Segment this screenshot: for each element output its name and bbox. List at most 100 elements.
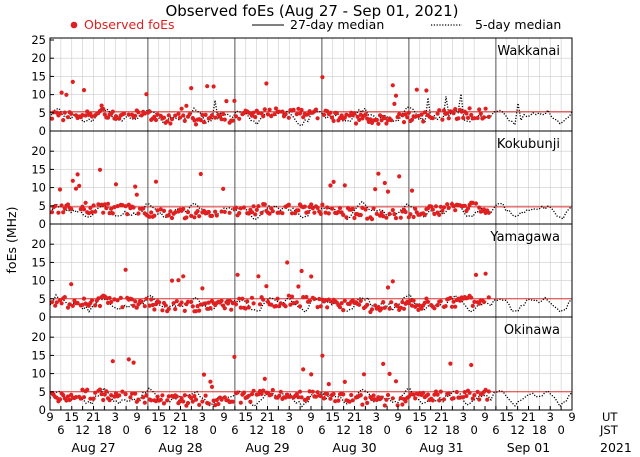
observed-point: [105, 201, 111, 206]
observed-point: [328, 396, 333, 401]
observed-point: [155, 394, 160, 399]
station-label: Yamagawa: [489, 230, 560, 245]
observed-point: [323, 298, 328, 303]
observed-point: [256, 392, 261, 397]
observed-point: [451, 111, 456, 116]
observed-point: [251, 388, 256, 393]
observed-point: [264, 284, 269, 289]
x-tick-label: 18: [271, 423, 286, 437]
observed-point: [102, 202, 107, 207]
x-tick-label: 6: [318, 423, 325, 437]
observed-point: [435, 392, 440, 397]
observed-point: [472, 299, 477, 304]
observed-point: [126, 112, 131, 117]
observed-point: [157, 300, 162, 305]
observed-point: [123, 204, 128, 209]
x-tick-label: 21: [173, 410, 188, 424]
observed-point: [309, 274, 314, 279]
y-tick-label: 10: [31, 88, 46, 102]
observed-point: [347, 399, 352, 404]
observed-point: [342, 379, 347, 384]
observed-point: [360, 402, 365, 407]
observed-point: [96, 202, 101, 207]
observed-point: [93, 209, 98, 214]
observed-point: [470, 303, 475, 308]
observed-point: [269, 114, 274, 119]
observed-point: [336, 209, 341, 215]
panel-yamagawa: 0 5 10 15 20 Yamagawa: [31, 223, 573, 324]
observed-point: [406, 110, 411, 115]
observed-point: [144, 92, 149, 97]
observed-point: [294, 112, 299, 117]
observed-point: [301, 295, 306, 300]
observed-point: [451, 204, 456, 209]
observed-point: [91, 203, 96, 208]
observed-point: [424, 296, 429, 301]
observed-point: [209, 384, 215, 389]
observed-point: [209, 213, 215, 218]
observed-point: [49, 116, 55, 121]
observed-point: [401, 120, 407, 125]
observed-point: [341, 308, 346, 313]
observed-point: [65, 202, 71, 207]
observed-point: [400, 402, 405, 407]
observed-point: [325, 391, 330, 397]
observed-point: [477, 205, 482, 210]
observed-point: [363, 112, 368, 117]
x-tick-label: 3: [112, 410, 119, 424]
x-tick-label: 3: [286, 410, 293, 424]
observed-point: [213, 403, 218, 408]
observed-point: [129, 391, 135, 396]
observed-point: [123, 392, 128, 397]
observed-point: [206, 300, 211, 305]
observed-point: [353, 121, 359, 126]
observed-point: [470, 200, 475, 205]
observed-point: [131, 303, 136, 308]
observed-point: [54, 300, 59, 305]
observed-point: [291, 301, 296, 306]
observed-point: [134, 305, 139, 310]
observed-point: [110, 211, 115, 216]
observed-point: [400, 113, 405, 118]
observed-point: [203, 112, 208, 117]
day-label: Aug 30: [332, 440, 376, 455]
observed-point: [456, 116, 461, 121]
y-tick-label: 0: [39, 310, 46, 324]
observed-point: [440, 117, 445, 122]
observed-point: [469, 362, 474, 368]
y-tick-label: 20: [31, 237, 46, 251]
observed-point: [182, 118, 187, 123]
observed-point: [286, 293, 291, 298]
observed-point: [448, 295, 453, 301]
observed-point: [253, 212, 258, 217]
observed-point: [141, 206, 146, 211]
observed-point: [441, 397, 447, 402]
x-tick-label: 12: [75, 423, 90, 437]
x-tick-label: 9: [394, 410, 401, 424]
observed-point: [341, 392, 346, 397]
observed-point: [120, 389, 125, 394]
observed-point: [241, 205, 247, 210]
observed-point: [261, 388, 266, 393]
observed-point: [139, 113, 144, 118]
observed-point: [313, 394, 319, 399]
observed-point: [473, 201, 479, 206]
observed-point: [358, 112, 363, 117]
observed-point: [112, 297, 117, 302]
observed-point: [393, 216, 399, 221]
observed-point: [149, 297, 154, 302]
observed-point: [133, 113, 138, 118]
observed-point: [184, 215, 189, 220]
x-tick-label: 0: [557, 423, 564, 437]
observed-point: [69, 111, 74, 116]
observed-point: [237, 296, 242, 301]
observed-point: [168, 209, 173, 214]
observed-point: [248, 399, 253, 404]
observed-point: [464, 393, 469, 399]
observed-point: [413, 396, 418, 401]
observed-point: [331, 118, 336, 123]
observed-point: [187, 112, 192, 117]
observed-point: [182, 393, 187, 398]
observed-point: [432, 306, 437, 311]
x-tick-label: 12: [249, 423, 264, 437]
